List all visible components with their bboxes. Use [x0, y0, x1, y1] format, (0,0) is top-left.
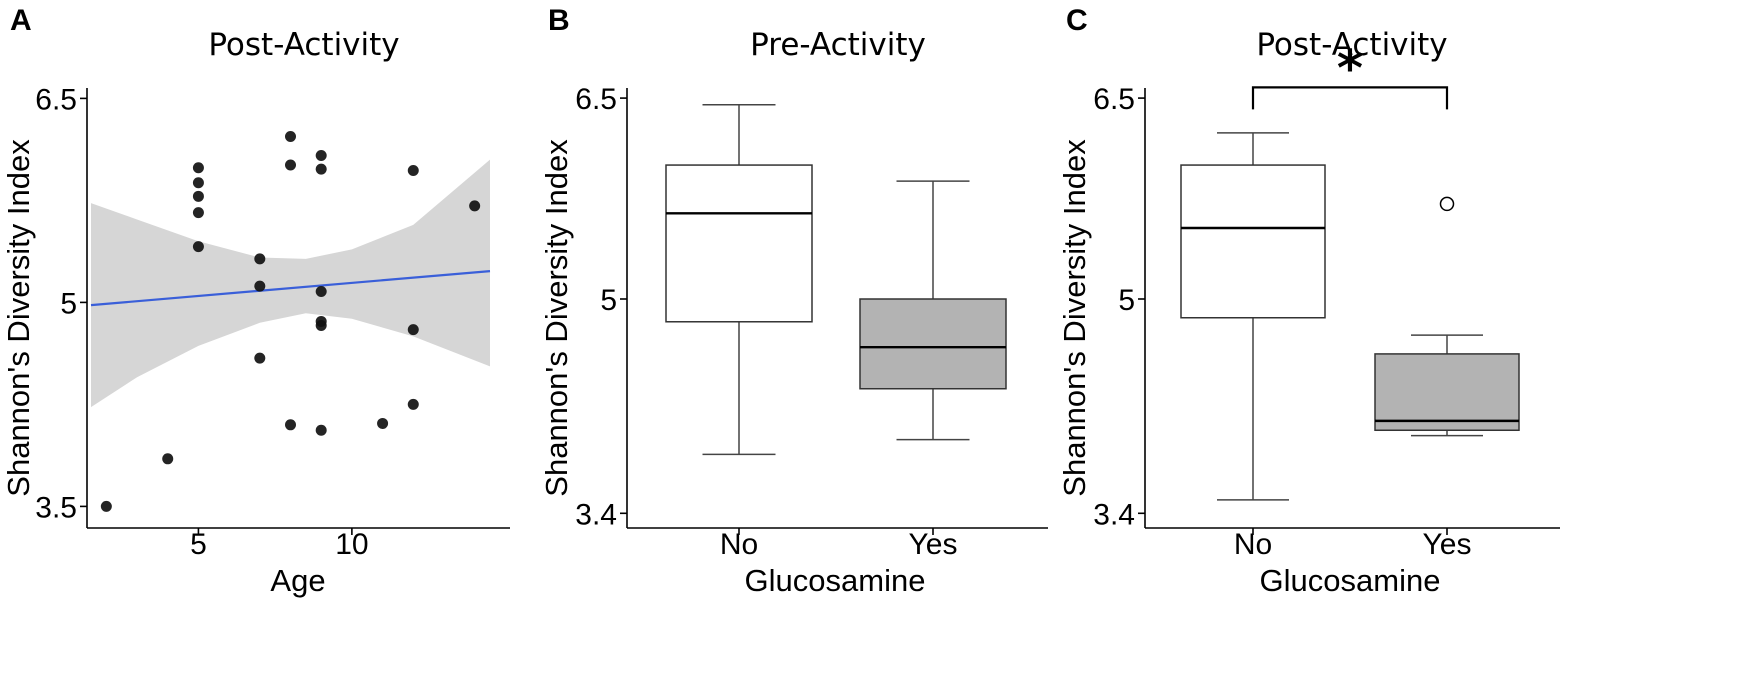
- iqr-box: [665, 164, 813, 323]
- data-point: [192, 190, 204, 202]
- y-tick-label: 3.4: [1093, 498, 1135, 531]
- panel-c-x-ticks: No Yes: [1234, 528, 1472, 561]
- iqr-box: [1180, 164, 1326, 319]
- data-point: [377, 417, 389, 429]
- data-point: [285, 130, 296, 142]
- x-tick-label: 5: [190, 528, 207, 561]
- data-point: [315, 163, 327, 175]
- panel-b-letter: B: [548, 4, 570, 37]
- iqr-box: [1374, 353, 1520, 432]
- data-point: [315, 424, 327, 436]
- panel-a-letter: A: [10, 4, 32, 37]
- data-point: [162, 453, 174, 465]
- panel-a-x-ticks: 5 10: [190, 528, 369, 561]
- data-point: [285, 419, 296, 431]
- x-tick-label: Yes: [909, 528, 958, 561]
- confidence-band: [91, 159, 490, 408]
- panel-a-scatter: A Post-Activity 3.5 5 6.5 5 10 Age Shannon'…: [1, 4, 510, 598]
- x-tick-label: 10: [335, 528, 368, 561]
- panel-a-y-ticks: 3.5 5 6.5: [35, 83, 87, 524]
- panel-b-title: Pre-Activity: [750, 27, 926, 63]
- panel-a-x-label: Age: [270, 563, 325, 598]
- data-point: [254, 280, 266, 292]
- panel-b-boxes: [665, 104, 1007, 456]
- panel-c-title: Post-Activity: [1256, 27, 1447, 63]
- data-point: [100, 500, 112, 512]
- y-tick-label: 5: [1118, 284, 1135, 317]
- box-yes: [1374, 196, 1520, 437]
- x-tick-label: Yes: [1423, 528, 1472, 561]
- panel-c-y-ticks: 3.4 5 6.5: [1093, 83, 1145, 531]
- data-point: [285, 159, 296, 171]
- data-point: [407, 324, 419, 336]
- data-point: [192, 241, 204, 253]
- panel-b-boxplot: B Pre-Activity 3.4 5 6.5 No Yes Glucosamine…: [539, 4, 1048, 598]
- data-point: [192, 177, 204, 189]
- data-point: [315, 286, 327, 298]
- panel-c-x-label: Glucosamine: [1260, 563, 1441, 598]
- regression-line: [90, 270, 491, 307]
- y-tick-label: 6.5: [575, 83, 617, 116]
- panel-b-x-ticks: No Yes: [720, 528, 958, 561]
- data-point: [315, 320, 327, 332]
- y-tick-label: 6.5: [1093, 83, 1135, 116]
- panel-b-y-ticks: 3.4 5 6.5: [575, 83, 627, 531]
- data-point: [407, 398, 419, 410]
- y-tick-label: 6.5: [35, 83, 77, 116]
- panel-b-y-label: Shannon's Diversity Index: [539, 139, 574, 497]
- data-point: [469, 200, 481, 212]
- x-tick-label: No: [720, 528, 758, 561]
- panel-c-boxes: [1180, 132, 1520, 501]
- x-tick-label: No: [1234, 528, 1272, 561]
- panel-a-title: Post-Activity: [208, 27, 399, 63]
- data-point: [407, 164, 419, 176]
- y-tick-label: 5: [600, 284, 617, 317]
- box-no: [1180, 132, 1326, 501]
- data-point: [254, 352, 266, 364]
- significance-star: *: [1337, 39, 1363, 97]
- data-point: [315, 150, 327, 162]
- y-tick-label: 3.4: [575, 498, 617, 531]
- data-point: [254, 253, 266, 265]
- box-yes: [859, 180, 1007, 441]
- iqr-box: [859, 298, 1007, 390]
- box-no: [665, 104, 813, 456]
- panel-b-x-label: Glucosamine: [745, 563, 926, 598]
- bracket-line: [1251, 86, 1449, 110]
- significance-bracket: *: [1251, 39, 1449, 110]
- panel-c-y-label: Shannon's Diversity Index: [1057, 139, 1092, 497]
- panel-c-letter: C: [1066, 4, 1088, 37]
- y-tick-label: 5: [60, 287, 77, 320]
- y-tick-label: 3.5: [35, 491, 77, 524]
- data-point: [192, 207, 204, 219]
- data-point: [192, 162, 204, 174]
- scatter-points: [100, 130, 481, 512]
- panel-a-y-label: Shannon's Diversity Index: [1, 139, 36, 497]
- outlier-point: [1439, 196, 1455, 212]
- panel-c-boxplot: C Post-Activity * 3.4 5 6.5 No Yes Glucosam…: [1057, 4, 1560, 598]
